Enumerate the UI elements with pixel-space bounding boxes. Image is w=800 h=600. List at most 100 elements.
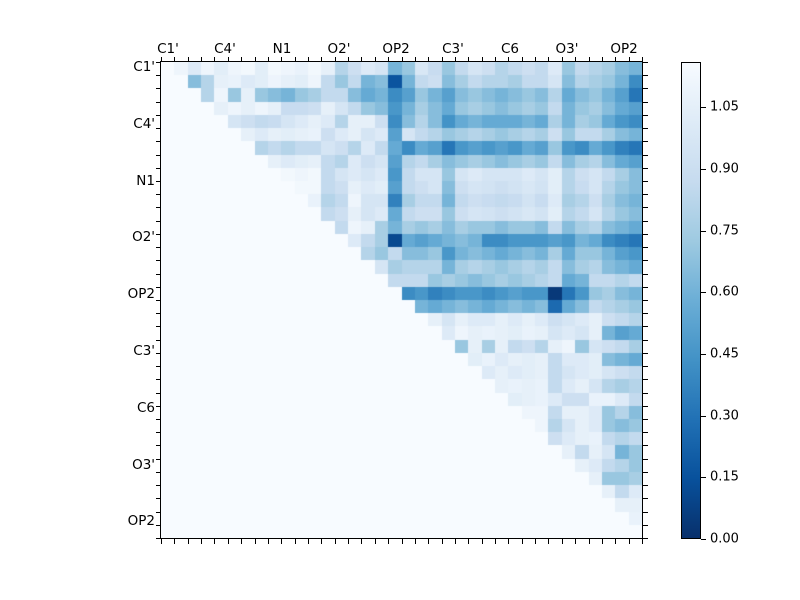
y-axis-tick — [156, 445, 161, 446]
y-axis-tick — [643, 525, 648, 526]
x-axis-tick — [495, 539, 496, 544]
x-axis-tick — [361, 539, 362, 544]
y-axis-tick — [156, 300, 161, 301]
y-axis-tick — [156, 512, 161, 513]
x-axis-tick — [255, 539, 256, 544]
heatmap-canvas — [161, 62, 642, 538]
y-axis-tick — [643, 115, 648, 116]
colorbar-tick — [701, 169, 706, 170]
x-axis-tick — [201, 539, 202, 544]
y-axis-tick — [643, 300, 648, 301]
x-tick-label: OP2 — [610, 41, 638, 57]
y-axis-tick — [643, 141, 648, 142]
y-axis-tick — [156, 525, 161, 526]
x-axis-tick — [388, 57, 389, 62]
x-tick-label: O3' — [555, 41, 579, 57]
x-axis-tick — [455, 539, 456, 544]
x-axis-tick — [348, 539, 349, 544]
x-axis-tick — [228, 539, 229, 544]
x-axis-tick — [375, 539, 376, 544]
x-axis-tick — [482, 539, 483, 544]
colorbar-tick-label: 0.75 — [710, 223, 739, 239]
x-axis-tick — [415, 539, 416, 544]
x-axis-tick — [642, 57, 643, 62]
x-axis-tick — [161, 539, 162, 544]
x-axis-tick — [442, 539, 443, 544]
y-axis-tick — [643, 353, 648, 354]
colorbar — [681, 62, 701, 539]
x-axis-tick — [442, 57, 443, 62]
y-axis-tick — [156, 168, 161, 169]
y-axis-tick — [156, 181, 161, 182]
x-axis-tick — [348, 57, 349, 62]
y-axis-tick — [156, 313, 161, 314]
y-axis-tick — [643, 168, 648, 169]
colorbar-tick-label: 0.45 — [710, 346, 739, 362]
y-axis-tick — [156, 366, 161, 367]
y-tick-label: C1' — [133, 59, 155, 75]
x-axis-tick — [388, 539, 389, 544]
x-axis-tick — [602, 539, 603, 544]
y-axis-tick — [156, 102, 161, 103]
y-axis-tick — [156, 141, 161, 142]
x-tick-label: C6 — [500, 41, 520, 57]
y-axis-tick — [643, 287, 648, 288]
y-tick-label: C3' — [133, 343, 155, 359]
x-axis-tick — [335, 57, 336, 62]
colorbar-tick — [701, 231, 706, 232]
x-axis-tick — [402, 57, 403, 62]
y-axis-tick — [643, 340, 648, 341]
y-axis-tick — [643, 326, 648, 327]
y-tick-label: C4' — [133, 115, 155, 132]
y-tick-label: OP2 — [127, 513, 155, 530]
colorbar-tick — [701, 416, 706, 417]
x-tick-label: N1 — [272, 41, 292, 57]
y-axis-tick — [643, 485, 648, 486]
x-axis-tick — [562, 57, 563, 62]
x-axis-tick — [415, 57, 416, 62]
x-tick-label: C4' — [214, 41, 236, 57]
x-axis-tick — [308, 57, 309, 62]
x-axis-tick — [589, 57, 590, 62]
x-axis-tick — [642, 539, 643, 544]
x-axis-tick — [188, 539, 189, 544]
y-axis-tick — [643, 445, 648, 446]
x-axis-tick — [562, 539, 563, 544]
y-axis-tick — [643, 313, 648, 314]
y-axis-tick — [156, 194, 161, 195]
y-axis-tick — [156, 498, 161, 499]
y-axis-tick — [643, 221, 648, 222]
y-tick-label: O3' — [132, 456, 155, 473]
y-axis-tick — [156, 115, 161, 116]
y-axis-tick — [643, 512, 648, 513]
x-axis-tick — [522, 57, 523, 62]
y-axis-tick — [156, 419, 161, 420]
x-axis-tick — [281, 539, 282, 544]
x-axis-tick — [188, 57, 189, 62]
y-axis-tick — [156, 326, 161, 327]
y-tick-label: O2' — [132, 229, 155, 246]
x-tick-label: C3' — [442, 41, 464, 57]
y-axis-tick — [156, 234, 161, 235]
y-axis-tick — [643, 419, 648, 420]
colorbar-tick-label: 0.30 — [710, 408, 739, 424]
y-axis-tick — [156, 247, 161, 248]
x-axis-tick — [508, 539, 509, 544]
y-axis-tick — [643, 432, 648, 433]
y-axis-tick — [156, 221, 161, 222]
x-axis-tick — [455, 57, 456, 62]
y-tick-label: N1 — [136, 172, 155, 189]
y-axis-tick — [643, 379, 648, 380]
x-axis-tick — [535, 57, 536, 62]
y-axis-tick — [643, 274, 648, 275]
y-axis-tick — [156, 75, 161, 76]
x-axis-tick — [548, 539, 549, 544]
x-axis-tick — [548, 57, 549, 62]
y-axis-tick — [156, 432, 161, 433]
colorbar-tick-label: 0.60 — [710, 284, 739, 300]
x-axis-tick — [295, 539, 296, 544]
x-axis-tick — [508, 57, 509, 62]
y-tick-label: C6 — [136, 399, 155, 416]
x-axis-tick — [241, 57, 242, 62]
